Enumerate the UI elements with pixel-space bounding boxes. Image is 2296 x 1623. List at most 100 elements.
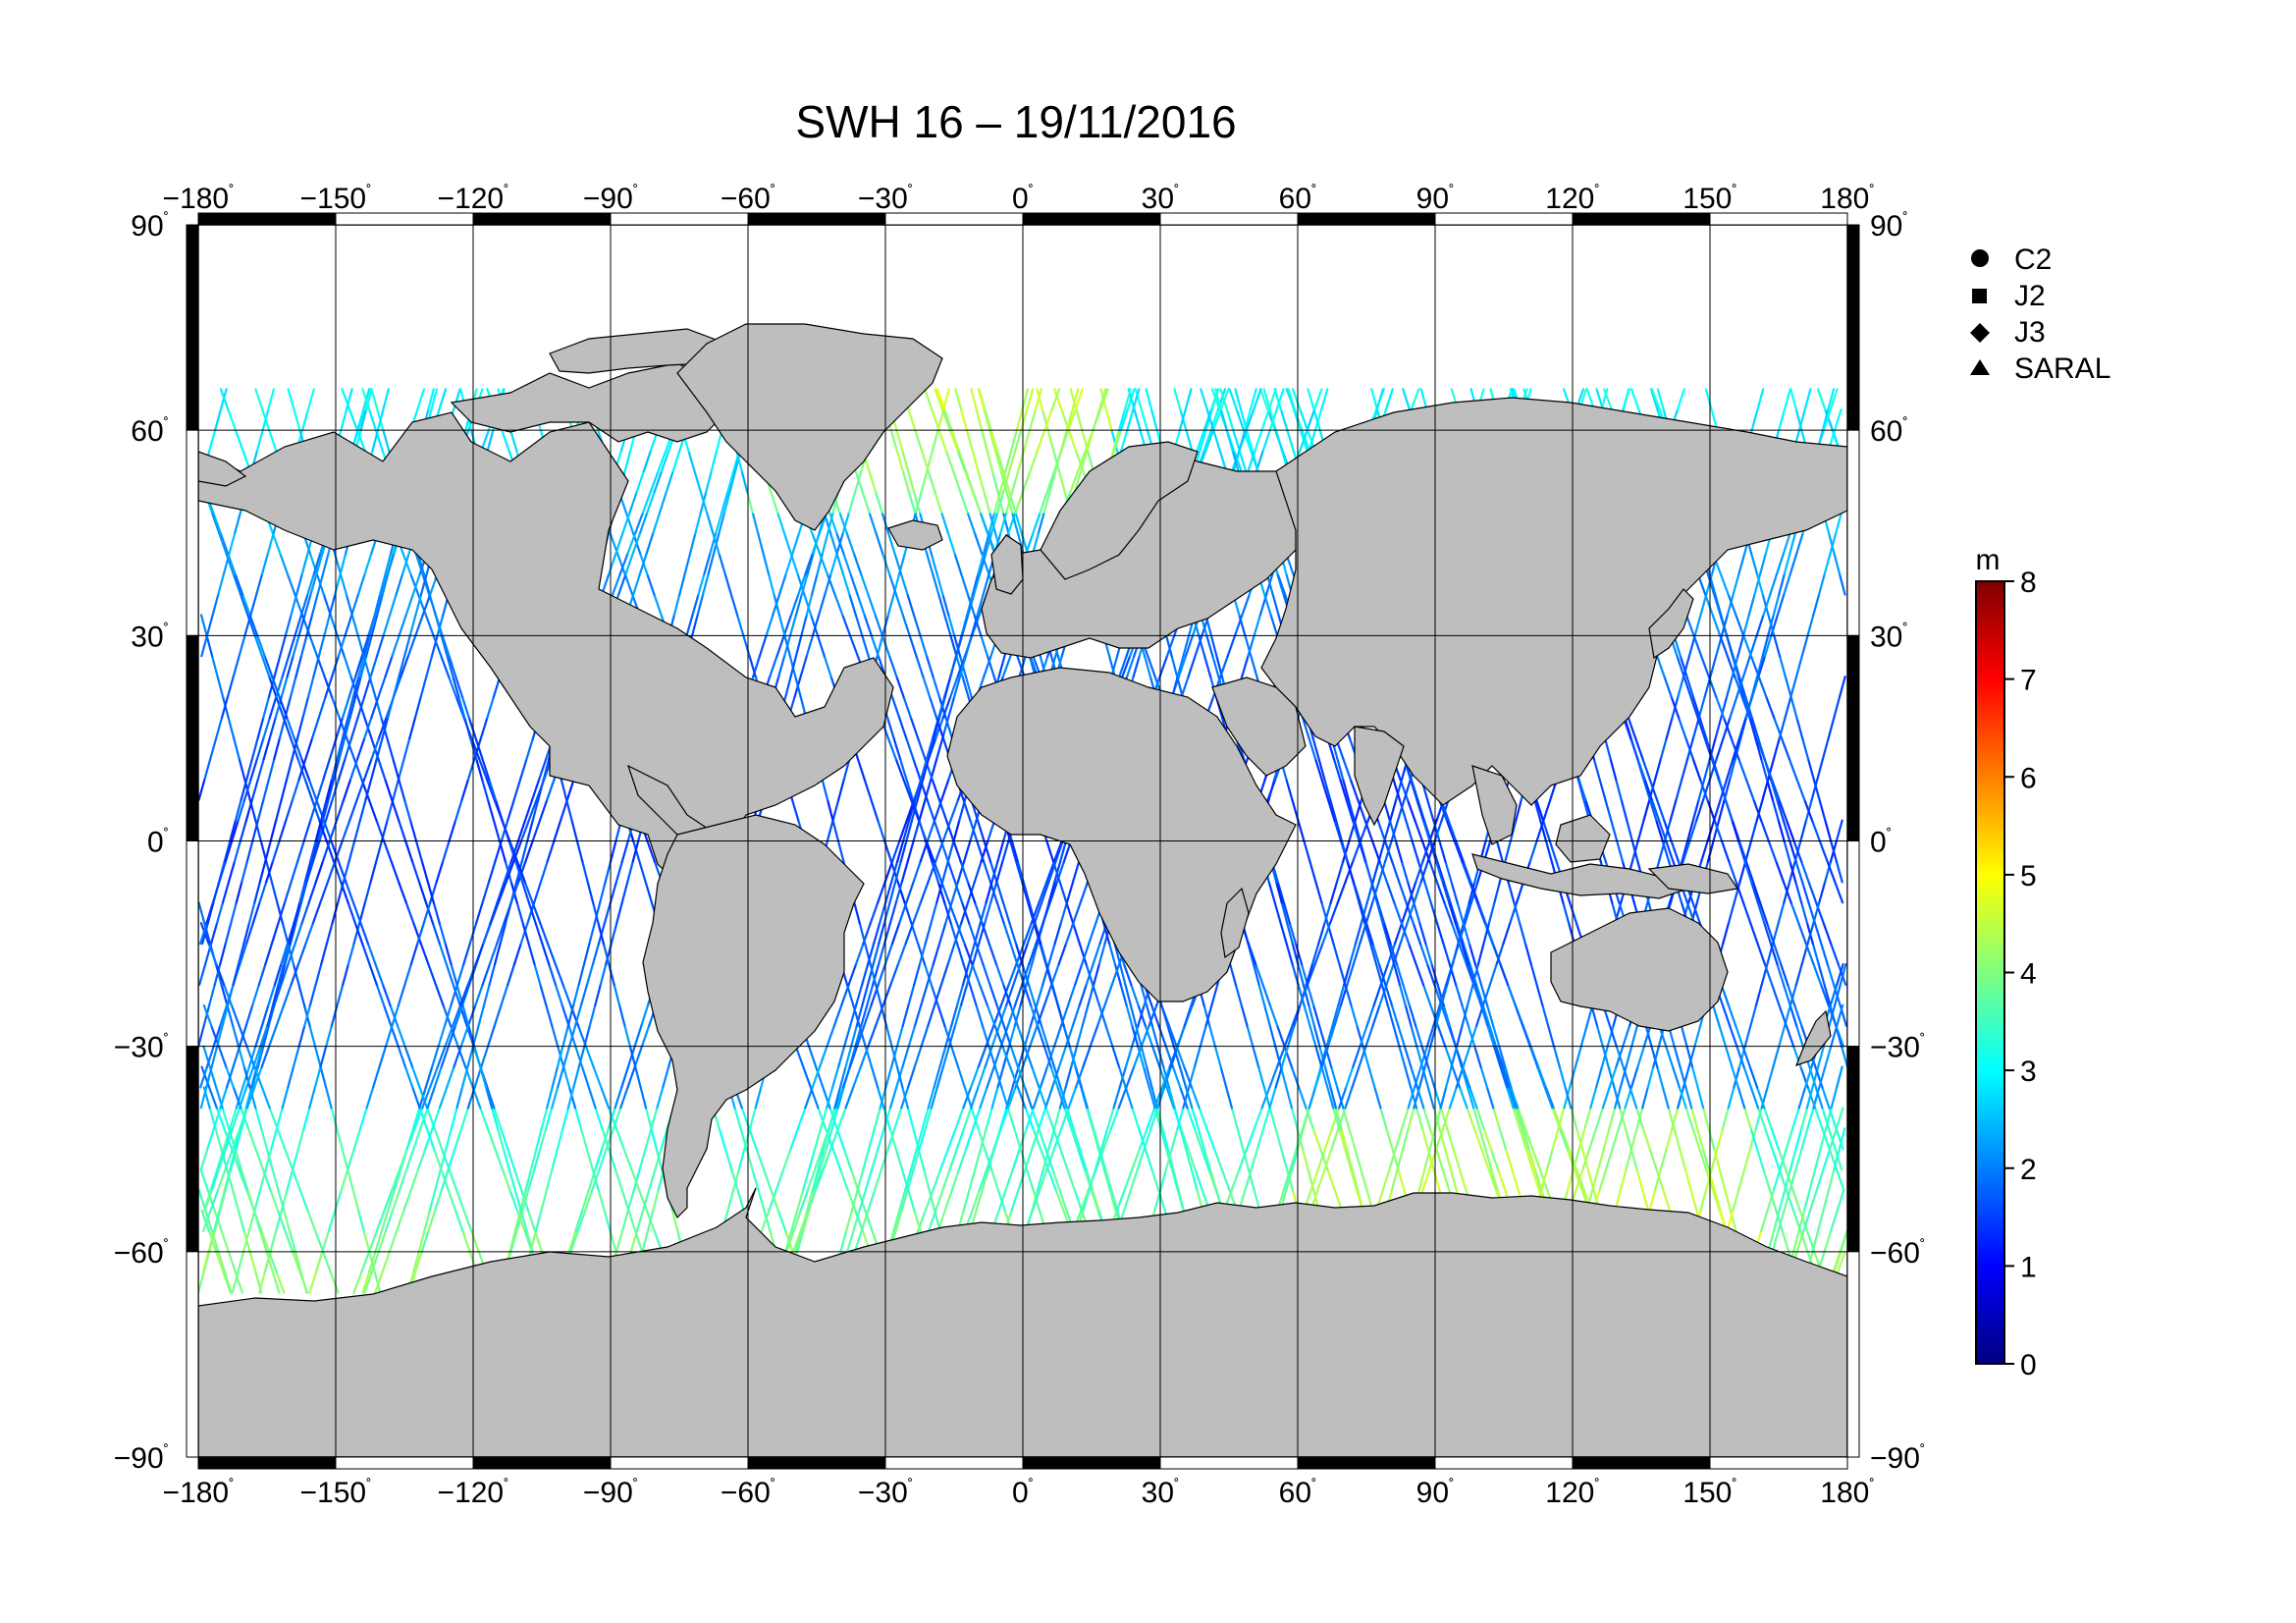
- lat-tick-label-right: 30˚: [1870, 621, 1908, 653]
- land-south-america: [642, 814, 865, 1219]
- legend-triangle-icon: [1970, 359, 1990, 375]
- lon-tick-label-top: −180˚: [163, 183, 235, 215]
- lat-tick-label-left: 90˚: [131, 210, 169, 243]
- lat-tick-label-left: −60˚: [114, 1237, 169, 1270]
- lon-tick-label-bottom: −90˚: [583, 1477, 638, 1509]
- frame-segment-bottom: [1159, 1456, 1299, 1470]
- satellite-legend: C2 J2 J3 SARAL: [1970, 243, 2110, 385]
- lon-tick-label-top: 30˚: [1142, 183, 1180, 215]
- lat-tick-label-left: 60˚: [131, 415, 169, 448]
- graticule: [198, 225, 1847, 1457]
- colorbar-unit: m: [1976, 544, 2001, 576]
- frame-segment-bottom: [197, 1456, 337, 1470]
- land-new-zealand: [1794, 1009, 1832, 1066]
- land-indonesia: [1471, 853, 1690, 899]
- legend-label-saral: SARAL: [2014, 352, 2110, 385]
- frame-segment-left: [186, 224, 199, 431]
- colorbar: m 0 1 2 3 4 5 6 7 8: [1975, 544, 2037, 1381]
- land-arabian-peninsula: [1211, 676, 1307, 777]
- frame-segment-bottom: [747, 1456, 886, 1470]
- legend-square-icon: [1972, 289, 1987, 303]
- frame-segment-top: [1159, 212, 1299, 226]
- land-japan: [1648, 588, 1694, 660]
- frame-segment-bottom: [335, 1456, 474, 1470]
- land-africa: [946, 667, 1297, 1002]
- frame-segment-top: [1709, 212, 1848, 226]
- lon-tick-label-bottom: −60˚: [721, 1477, 775, 1509]
- lon-tick-label-top: −30˚: [858, 183, 913, 215]
- lon-tick-label-top: −60˚: [721, 183, 775, 215]
- longitude-ticks-top: −180˚ −150˚ −120˚ −90˚ −60˚ −30˚ 0˚ 30˚ 60˚ 90˚ 12…: [163, 183, 1875, 215]
- lon-tick-label-top: 120˚: [1545, 183, 1599, 215]
- colorbar-tick-label: 0: [2020, 1349, 2037, 1381]
- legend-label-c2: C2: [2014, 243, 2052, 276]
- lat-tick-label-left: 30˚: [131, 621, 169, 653]
- track-92: [198, 388, 1843, 1294]
- track-89: [900, 388, 1193, 1294]
- frame-segment-left: [186, 1251, 199, 1458]
- land-madagascar: [1220, 887, 1250, 959]
- lat-tick-label-left: −30˚: [114, 1032, 169, 1064]
- frame-segment-bottom: [884, 1456, 1024, 1470]
- map-title: SWH 16 – 19/11/2016: [795, 96, 1236, 147]
- lon-tick-label-bottom: 60˚: [1279, 1477, 1317, 1509]
- frame-segment-bottom: [1434, 1456, 1574, 1470]
- legend-label-j2: J2: [2014, 280, 2046, 312]
- land-indochina: [1471, 765, 1518, 845]
- longitude-ticks-bottom: −180˚ −150˚ −120˚ −90˚ −60˚ −30˚ 0˚ 30˚ 60˚ 90˚ 12…: [163, 1477, 1875, 1509]
- track-49: [370, 388, 629, 1294]
- frame-segment-left: [186, 429, 199, 636]
- frame-segment-bottom: [1709, 1456, 1848, 1470]
- lon-tick-label-bottom: −180˚: [163, 1477, 235, 1509]
- lat-tick-label-left: 0˚: [147, 827, 169, 859]
- frame-segment-top: [1022, 212, 1161, 226]
- colorbar-gradient: [1975, 580, 2005, 1365]
- colorbar-tick-label: 8: [2020, 567, 2037, 599]
- frame-segment-right: [1846, 429, 1860, 636]
- lon-tick-label-top: 60˚: [1279, 183, 1317, 215]
- lon-tick-label-bottom: 120˚: [1545, 1477, 1599, 1509]
- land-australia: [1550, 907, 1729, 1032]
- lat-tick-label-left: −90˚: [114, 1442, 169, 1475]
- land-north-america: [198, 411, 894, 924]
- frame-segment-bottom: [610, 1456, 749, 1470]
- land-greenland: [676, 323, 943, 531]
- legend-label-j3: J3: [2014, 316, 2046, 349]
- colorbar-tick-label: 2: [2020, 1154, 2037, 1186]
- lon-tick-label-top: −120˚: [438, 183, 509, 215]
- lon-tick-label-top: 90˚: [1416, 183, 1455, 215]
- frame-segment-right: [1846, 1046, 1860, 1253]
- colorbar-tick-label: 5: [2020, 860, 2037, 893]
- lon-tick-label-bottom: 150˚: [1682, 1477, 1736, 1509]
- colorbar-tick-label: 4: [2020, 958, 2037, 991]
- lon-tick-label-top: −90˚: [583, 183, 638, 215]
- colorbar-tick-label: 3: [2020, 1055, 2037, 1088]
- frame-segment-left: [186, 1046, 199, 1253]
- lon-tick-label-bottom: 0˚: [1012, 1477, 1034, 1509]
- land-new-guinea: [1647, 863, 1739, 894]
- track-120: [199, 388, 1844, 1294]
- lat-tick-label-right: −30˚: [1870, 1032, 1925, 1064]
- legend-circle-icon: [1971, 249, 1989, 267]
- land-arctic-archipelago: [450, 362, 727, 443]
- frame-segment-bottom: [472, 1456, 612, 1470]
- lon-tick-label-top: 150˚: [1682, 183, 1736, 215]
- lat-tick-label-right: 0˚: [1870, 827, 1892, 859]
- land-borneo: [1555, 814, 1611, 863]
- lat-tick-label-right: −60˚: [1870, 1237, 1925, 1270]
- lon-tick-label-bottom: −30˚: [858, 1477, 913, 1509]
- lon-tick-label-top: 0˚: [1012, 183, 1034, 215]
- lat-tick-label-right: −90˚: [1870, 1442, 1925, 1475]
- lon-tick-label-bottom: −150˚: [300, 1477, 372, 1509]
- colorbar-tick-label: 1: [2020, 1251, 2037, 1283]
- land-chukotka-west: [198, 451, 247, 487]
- lon-tick-label-top: 180˚: [1820, 183, 1874, 215]
- frame-segment-right: [1846, 634, 1860, 841]
- land-india: [1354, 726, 1405, 827]
- frame-segment-left: [186, 634, 199, 841]
- legend-diamond-icon: [1970, 323, 1990, 343]
- latitude-ticks-left: 90˚ 60˚ 30˚ 0˚ −30˚ −60˚ −90˚: [114, 210, 169, 1475]
- frame-segment-right: [1846, 224, 1860, 431]
- frame-segment-top: [1297, 212, 1436, 226]
- lon-tick-label-bottom: 90˚: [1416, 1477, 1455, 1509]
